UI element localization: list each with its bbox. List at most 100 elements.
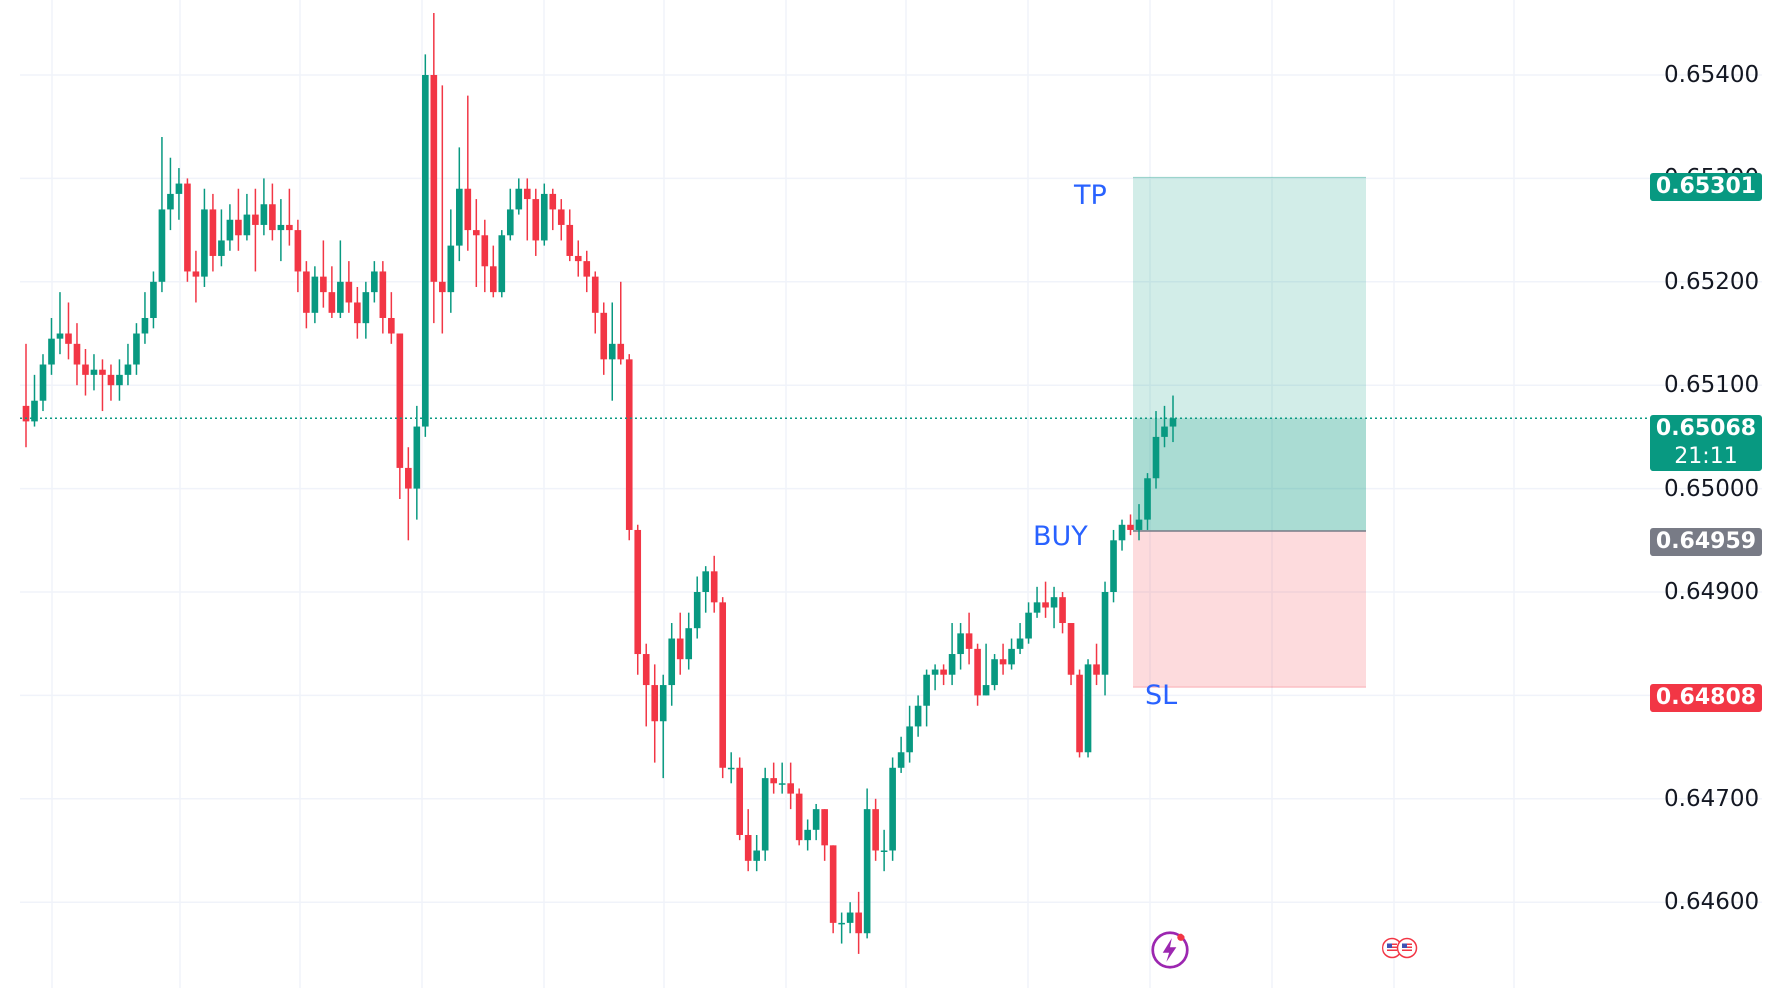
candle	[48, 317, 55, 375]
candle-body	[489, 266, 497, 293]
candle	[124, 343, 132, 386]
candle-body	[1093, 664, 1100, 675]
candle-body	[965, 633, 973, 649]
candle	[804, 819, 811, 851]
candle	[710, 555, 718, 613]
candle	[158, 137, 166, 293]
candle-body	[940, 669, 947, 675]
candle	[286, 188, 293, 246]
candle	[1135, 504, 1143, 541]
candle-body	[277, 224, 285, 231]
candle	[736, 757, 744, 841]
candle	[1144, 473, 1151, 530]
candle-body	[167, 193, 174, 210]
y-tick-label: 0.65100	[1664, 372, 1760, 399]
candle	[243, 193, 251, 241]
candle-body	[506, 209, 514, 236]
candle	[252, 188, 259, 272]
candle	[1101, 581, 1109, 696]
candle-body	[540, 193, 548, 241]
candle	[778, 762, 786, 794]
candle	[549, 188, 557, 231]
sl-label: SL	[1145, 680, 1178, 711]
candle-body	[1008, 648, 1015, 665]
candle	[1008, 638, 1015, 670]
countdown: 21:11	[1674, 444, 1738, 469]
candle-body	[880, 850, 888, 852]
candle	[770, 762, 777, 794]
candle-body	[515, 188, 523, 210]
candle	[1042, 581, 1049, 618]
candle-body	[523, 188, 531, 200]
candle	[812, 803, 820, 841]
candle-body	[141, 317, 149, 334]
candle-body	[498, 235, 506, 293]
candle-body	[481, 235, 489, 267]
current-price-badge: 0.65068 21:11	[1650, 415, 1762, 471]
candle-body	[982, 685, 990, 696]
candle	[999, 643, 1007, 675]
grid	[20, 0, 1762, 988]
candle	[184, 178, 191, 282]
candle	[600, 302, 608, 375]
candle-body	[1016, 638, 1024, 649]
candle	[1084, 659, 1092, 758]
candle	[574, 240, 582, 277]
candle	[1093, 643, 1100, 686]
candle-body	[65, 333, 72, 344]
candle	[345, 261, 353, 313]
candle	[175, 168, 183, 220]
candle	[838, 912, 845, 944]
candle	[422, 54, 429, 437]
candle-body	[22, 405, 30, 422]
candle-body	[209, 209, 217, 256]
candle	[1025, 602, 1032, 644]
candle	[260, 178, 268, 236]
lightning-event-icon[interactable]	[1150, 930, 1190, 970]
candle-body	[354, 302, 361, 324]
candle	[744, 809, 752, 872]
candle	[1076, 669, 1083, 758]
candle-body	[1042, 602, 1049, 608]
candle	[719, 597, 727, 779]
candle	[1050, 586, 1058, 629]
candle	[761, 767, 769, 861]
candle	[167, 157, 174, 231]
candle-body	[39, 364, 47, 401]
candle-body	[337, 281, 344, 313]
candle-body	[931, 669, 939, 675]
candle-body	[116, 374, 123, 386]
candle	[1059, 592, 1066, 634]
us-flag-icon[interactable]	[1382, 928, 1422, 968]
candle	[73, 323, 81, 386]
candle	[388, 292, 395, 344]
candle-body	[362, 292, 370, 324]
candle-body	[405, 467, 412, 489]
candle	[226, 204, 234, 251]
candle	[685, 612, 693, 670]
candle-body	[99, 369, 106, 375]
candle	[396, 333, 404, 499]
candle	[371, 261, 378, 303]
candle-body	[634, 529, 642, 655]
candle-body	[1135, 519, 1143, 530]
candle-body	[999, 659, 1007, 665]
candle	[481, 219, 489, 293]
candle	[192, 250, 200, 303]
candle-body	[727, 767, 735, 770]
candle	[991, 654, 998, 691]
candle	[405, 447, 412, 541]
candle	[277, 199, 285, 262]
candle	[99, 359, 106, 412]
candle-body	[235, 219, 242, 236]
candle	[515, 178, 523, 215]
candle-body	[591, 276, 599, 313]
candle-body	[1144, 478, 1151, 520]
y-tick-label: 0.64900	[1664, 579, 1760, 605]
candle-body	[1152, 436, 1160, 479]
candle	[727, 752, 735, 784]
candles	[22, 12, 1177, 954]
candle	[583, 250, 591, 293]
candle-body	[439, 281, 446, 293]
